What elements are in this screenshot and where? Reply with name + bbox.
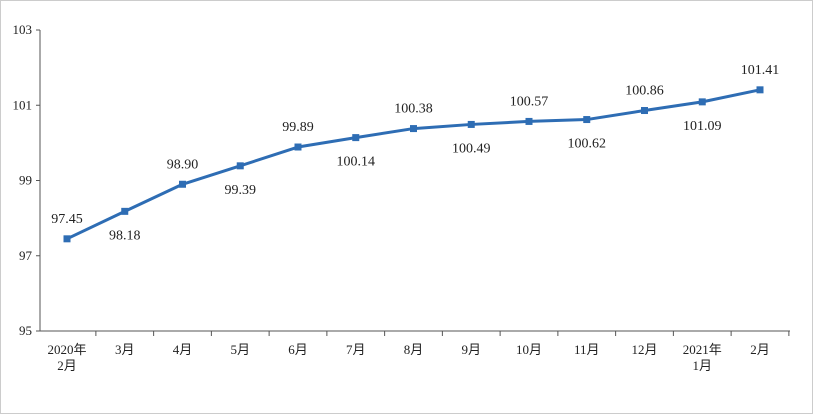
y-tick-label: 95: [19, 323, 32, 338]
data-label: 100.38: [394, 102, 433, 117]
y-axis-ticks: 95 97 99 101 103: [13, 22, 40, 338]
y-tick-label: 99: [19, 173, 32, 188]
series-group: [63, 86, 764, 243]
data-label: 100.62: [568, 137, 607, 152]
x-tick-label: 6月: [288, 342, 308, 357]
x-tick-label: 5月: [230, 342, 250, 357]
x-tick-label-line: 7月: [346, 342, 366, 357]
x-tick-label-line: 1月: [692, 358, 712, 373]
x-tick-label: 2月: [750, 342, 770, 357]
x-tick-label: 4月: [173, 342, 193, 357]
data-point: [410, 125, 417, 133]
data-point: [583, 116, 591, 124]
data-point: [294, 143, 302, 151]
x-tick-label-line: 2月: [57, 358, 77, 373]
data-point: [467, 120, 475, 128]
x-tick-label-line: 6月: [288, 342, 308, 357]
x-tick-label: 12月: [631, 342, 657, 357]
data-point: [63, 235, 71, 243]
data-label: 100.49: [452, 141, 491, 156]
data-point: [641, 107, 648, 115]
x-tick-label-line: 2021年: [683, 342, 722, 357]
x-tick-label: 9月: [461, 342, 481, 357]
data-labels: 97.45 98.18 98.90 99.39 99.89 100.14 100.38 100…: [51, 63, 779, 244]
data-label: 99.39: [225, 183, 257, 198]
data-point: [236, 162, 244, 170]
data-label: 100.57: [510, 94, 549, 109]
x-tick-label-line: 2月: [750, 342, 770, 357]
y-tick-label: 97: [19, 248, 33, 263]
x-tick-label-line: 2020年: [47, 342, 86, 357]
data-label: 100.86: [625, 84, 664, 99]
x-tick-label: 3月: [115, 342, 135, 357]
x-tick-label: 10月: [516, 342, 542, 357]
x-tick-label-line: 3月: [115, 342, 135, 357]
data-point: [179, 180, 186, 188]
data-label: 98.18: [109, 228, 141, 243]
data-point: [121, 207, 129, 215]
x-tick-label: 7月: [346, 342, 366, 357]
x-tick-label: 8月: [404, 342, 424, 357]
data-label: 97.45: [51, 212, 83, 227]
x-tick-label: 2020年 2月: [47, 342, 86, 373]
x-tick-label-line: 8月: [404, 342, 424, 357]
y-tick-label: 103: [13, 22, 33, 37]
y-tick-label: 101: [13, 97, 33, 112]
data-label: 100.14: [337, 155, 376, 170]
x-tick-label-line: 5月: [230, 342, 250, 357]
data-point: [352, 134, 360, 142]
x-tick-label-line: 11月: [574, 342, 600, 357]
x-tick-label-line: 12月: [631, 342, 657, 357]
data-label: 101.41: [741, 63, 780, 78]
x-tick-label-line: 9月: [461, 342, 481, 357]
data-label: 98.90: [167, 157, 199, 172]
data-point: [698, 98, 706, 106]
x-tick-label: 11月: [574, 342, 600, 357]
data-point: [525, 117, 533, 125]
x-tick-label-line: 10月: [516, 342, 542, 357]
data-point: [756, 86, 764, 94]
data-label: 101.09: [683, 119, 722, 134]
axes: [39, 30, 790, 332]
data-label: 99.89: [282, 120, 314, 135]
x-tick-label-line: 4月: [173, 342, 193, 357]
x-tick-label: 2021年 1月: [683, 342, 722, 373]
